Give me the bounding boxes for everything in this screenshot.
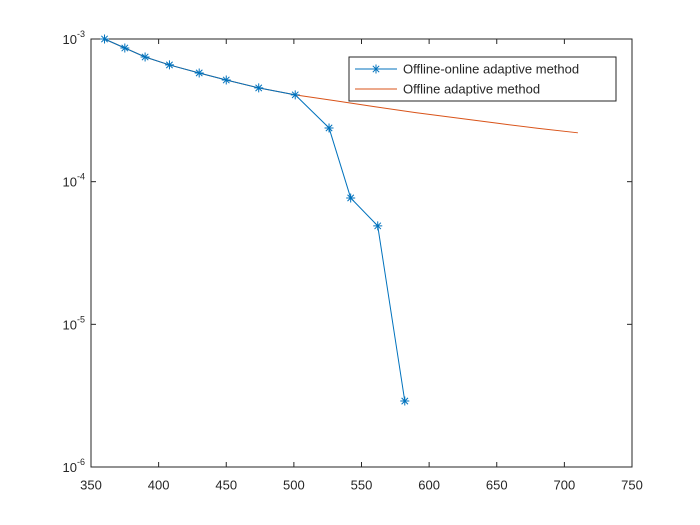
marker <box>100 34 110 44</box>
marker <box>254 83 264 93</box>
x-tick-label: 550 <box>351 477 373 492</box>
series-line <box>104 38 406 402</box>
x-tick-label: 400 <box>148 477 170 492</box>
x-tick-label: 650 <box>486 477 508 492</box>
marker <box>346 193 356 203</box>
y-tick-label: 10-5 <box>63 315 85 333</box>
y-tick-label: 10-3 <box>63 29 85 47</box>
marker <box>194 68 204 78</box>
y-tick-label: 10-6 <box>63 457 85 475</box>
plot-area <box>91 39 632 467</box>
legend-label: Offline adaptive method <box>403 81 540 96</box>
x-tick-label: 450 <box>215 477 237 492</box>
marker <box>373 221 383 231</box>
marker <box>290 90 300 100</box>
marker <box>221 75 231 85</box>
legend-box <box>348 56 617 102</box>
x-tick-label: 600 <box>418 477 440 492</box>
marker <box>371 64 381 74</box>
legend: Offline-online adaptive method Offline ad… <box>348 56 617 102</box>
marker <box>164 60 174 70</box>
marker <box>140 52 150 62</box>
axes-box <box>90 38 633 468</box>
marker <box>120 43 130 53</box>
x-tick-label: 500 <box>283 477 305 492</box>
x-tick-label: 700 <box>554 477 576 492</box>
y-tick-label: 10-4 <box>63 172 85 190</box>
legend-label: Offline-online adaptive method <box>403 61 579 76</box>
marker <box>324 123 334 133</box>
x-tick-label: 350 <box>80 477 102 492</box>
marker <box>400 396 410 406</box>
x-tick-label: 750 <box>621 477 643 492</box>
